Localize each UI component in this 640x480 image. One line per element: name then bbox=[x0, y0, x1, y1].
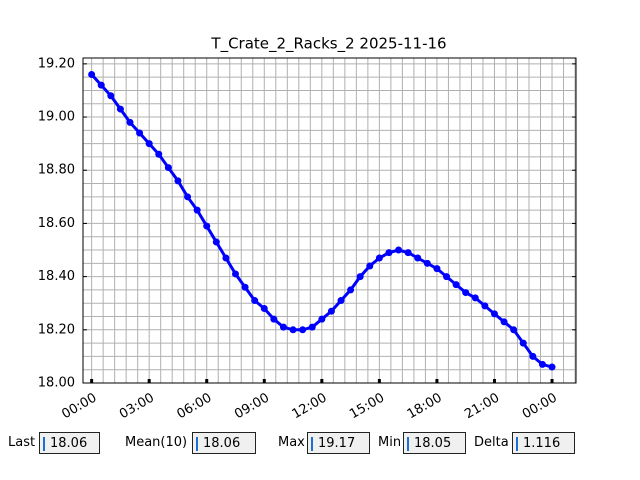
data-point bbox=[375, 254, 383, 262]
data-point bbox=[251, 297, 259, 305]
data-point bbox=[193, 206, 201, 214]
data-point bbox=[337, 297, 345, 305]
data-point bbox=[471, 294, 479, 302]
data-point bbox=[510, 326, 518, 334]
field-label: Delta bbox=[474, 435, 509, 450]
plot-frame bbox=[82, 57, 577, 384]
data-point bbox=[270, 315, 278, 323]
x-tick-label: 18:00 bbox=[405, 391, 445, 423]
data-point bbox=[404, 249, 412, 257]
data-point bbox=[299, 326, 307, 334]
data-point bbox=[366, 262, 374, 270]
x-tick-label: 09:00 bbox=[232, 391, 272, 423]
y-tick-label: 18.00 bbox=[38, 376, 75, 391]
data-point bbox=[232, 270, 240, 278]
data-point bbox=[145, 140, 153, 148]
data-point bbox=[279, 323, 287, 331]
data-point bbox=[452, 281, 460, 289]
data-point bbox=[184, 193, 192, 201]
data-point bbox=[519, 339, 527, 347]
data-point bbox=[385, 249, 393, 257]
field-label: Mean(10) bbox=[125, 435, 188, 450]
x-tick-label: 06:00 bbox=[175, 391, 215, 423]
data-point bbox=[433, 265, 441, 273]
data-point bbox=[203, 222, 211, 230]
field-value[interactable]: 18.06 bbox=[192, 432, 256, 454]
data-point bbox=[260, 305, 268, 313]
data-point bbox=[423, 259, 431, 267]
data-point bbox=[347, 286, 355, 294]
x-tick-label: 21:00 bbox=[462, 391, 502, 423]
data-point bbox=[481, 302, 489, 310]
field-label: Last bbox=[8, 435, 36, 450]
data-point bbox=[241, 283, 249, 291]
data-point bbox=[500, 318, 508, 326]
chart-title: T_Crate_2_Racks_2 2025-11-16 bbox=[210, 35, 446, 54]
data-point bbox=[126, 118, 134, 126]
y-tick-label: 18.60 bbox=[38, 216, 75, 231]
data-point bbox=[538, 360, 546, 368]
y-tick-label: 19.00 bbox=[38, 110, 75, 125]
x-tick-label: 03:00 bbox=[117, 391, 157, 423]
data-point bbox=[318, 315, 326, 323]
data-point bbox=[490, 310, 498, 318]
data-point bbox=[116, 105, 124, 113]
x-tick-label: 15:00 bbox=[347, 391, 387, 423]
data-point bbox=[395, 246, 403, 254]
data-point bbox=[356, 273, 364, 281]
data-point bbox=[174, 177, 182, 185]
data-point bbox=[155, 150, 163, 158]
data-point bbox=[443, 273, 451, 281]
field-label: Min bbox=[378, 435, 402, 450]
data-point bbox=[164, 164, 172, 172]
chart: T_Crate_2_Racks_2 2025-11-16 18.00 18.20 1… bbox=[38, 35, 577, 423]
data-point bbox=[548, 363, 556, 371]
field-value[interactable]: 18.06 bbox=[39, 432, 100, 454]
x-tick-label: 12:00 bbox=[290, 391, 330, 423]
data-point bbox=[107, 92, 115, 100]
x-tick-label: 00:00 bbox=[520, 391, 560, 423]
y-tick-label: 18.40 bbox=[38, 269, 75, 284]
data-point bbox=[136, 129, 144, 137]
field-label: Max bbox=[278, 435, 305, 450]
field-value[interactable]: 18.05 bbox=[403, 432, 466, 454]
data-point bbox=[289, 326, 297, 334]
data-point bbox=[222, 254, 230, 262]
data-point bbox=[97, 81, 105, 89]
field-value[interactable]: 19.17 bbox=[307, 432, 370, 454]
data-point bbox=[88, 70, 96, 78]
data-point bbox=[308, 323, 316, 331]
y-tick-label: 18.80 bbox=[38, 163, 75, 178]
x-tick-label: 00:00 bbox=[59, 391, 99, 423]
data-point bbox=[462, 289, 470, 297]
data-point bbox=[529, 352, 537, 360]
data-point bbox=[212, 238, 220, 246]
field-value[interactable]: 1.116 bbox=[512, 432, 575, 454]
data-point bbox=[327, 307, 335, 315]
data-point bbox=[414, 254, 422, 262]
y-tick-label: 19.20 bbox=[38, 56, 75, 71]
y-tick-label: 18.20 bbox=[38, 322, 75, 337]
